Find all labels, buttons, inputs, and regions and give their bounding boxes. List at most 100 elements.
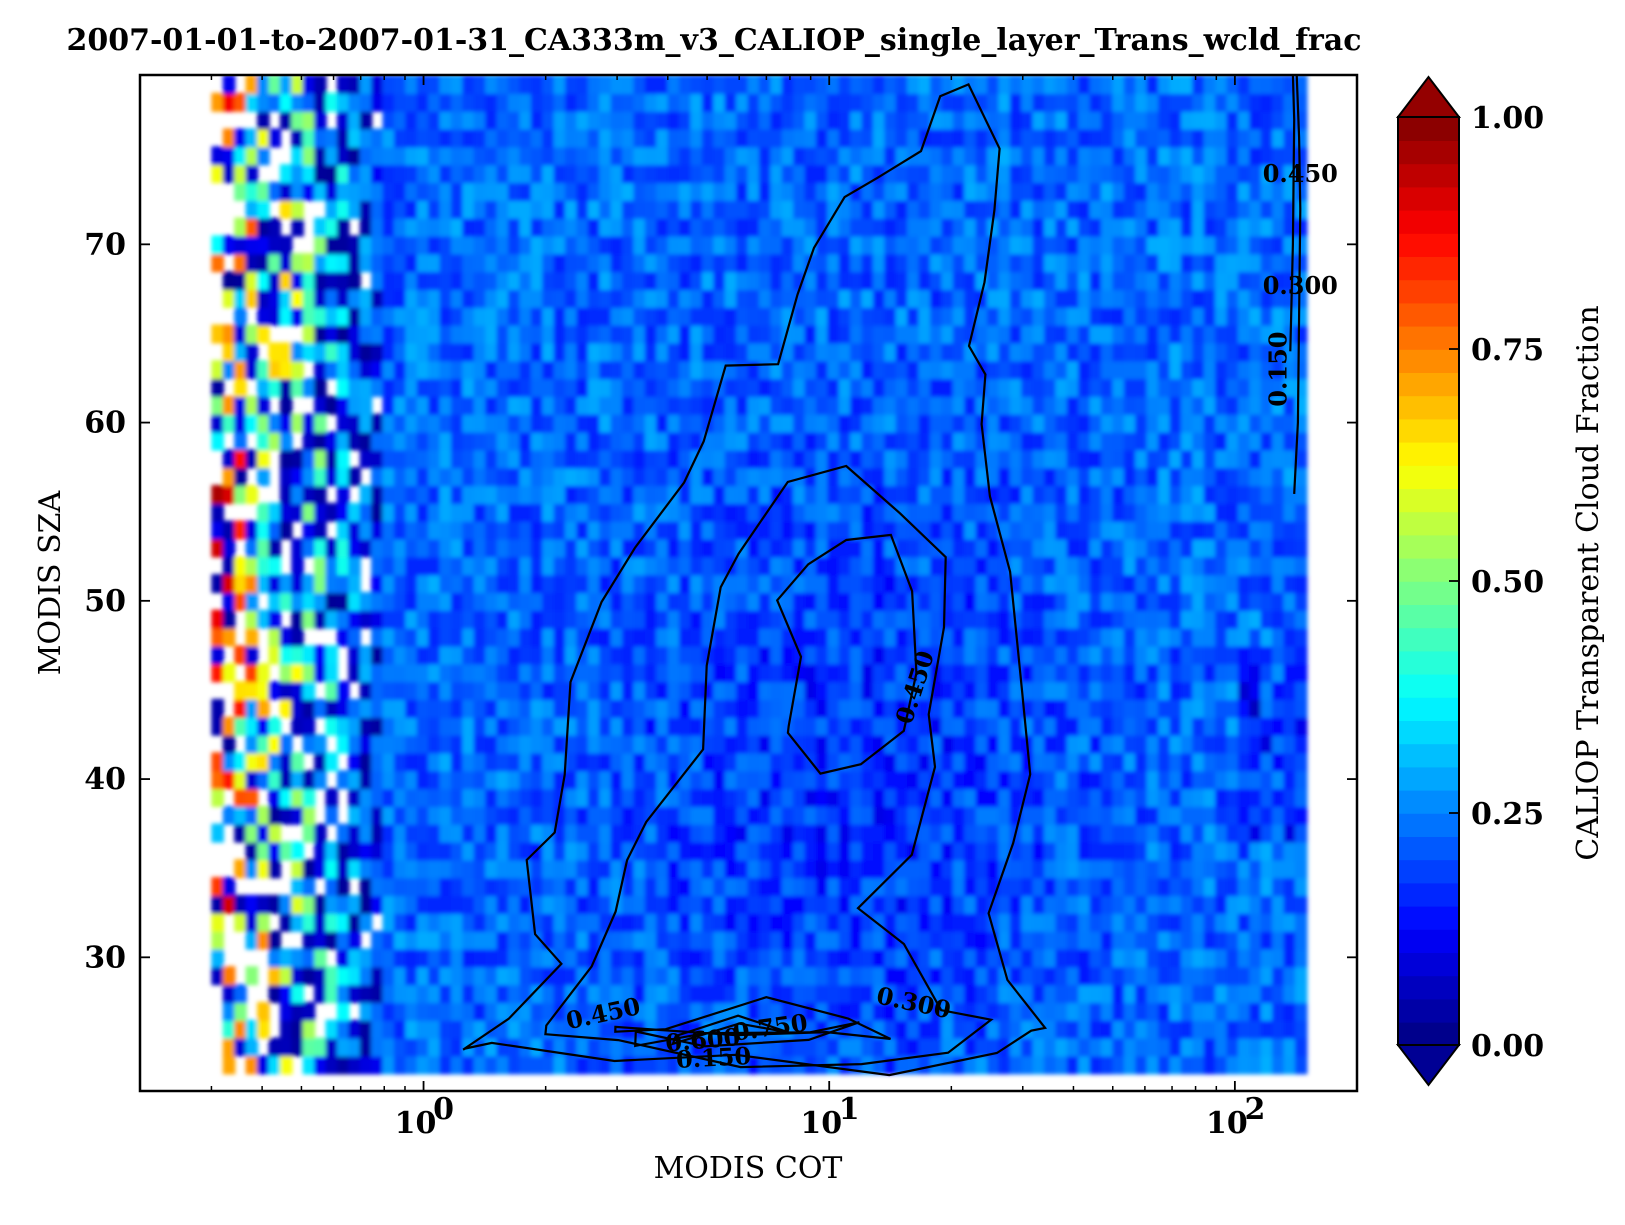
heatmap-cell: [485, 1055, 498, 1075]
heatmap-cell: [1158, 395, 1171, 415]
heatmap-cell: [1055, 520, 1068, 540]
heatmap-cell: [1044, 1001, 1057, 1021]
heatmap-cell: [1294, 752, 1308, 772]
heatmap-cell: [257, 734, 270, 754]
heatmap-cell: [268, 948, 282, 968]
heatmap-cell: [279, 235, 293, 255]
heatmap-cell: [1101, 467, 1114, 487]
heatmap-cell: [1146, 805, 1160, 825]
heatmap-cell: [1089, 128, 1103, 148]
heatmap-cell: [872, 627, 886, 647]
heatmap-cell: [553, 912, 567, 932]
heatmap-cell: [1226, 502, 1240, 522]
heatmap-cell: [975, 485, 989, 504]
heatmap-cell: [439, 948, 453, 968]
heatmap-cell: [724, 823, 738, 843]
heatmap-cell: [1226, 378, 1240, 397]
heatmap-cell: [793, 1037, 806, 1057]
heatmap-cell: [1146, 1037, 1160, 1057]
heatmap-cell: [462, 538, 475, 558]
heatmap-cell: [245, 181, 259, 201]
heatmap-cell: [439, 591, 453, 611]
heatmap-cell: [1237, 930, 1251, 950]
heatmap-cell: [473, 663, 487, 683]
heatmap-cell: [850, 948, 863, 968]
heatmap-cell: [268, 360, 282, 380]
heatmap-cell: [1283, 788, 1297, 807]
heatmap-cell: [1044, 164, 1057, 184]
heatmap-cell: [644, 681, 658, 700]
heatmap-cell: [690, 609, 703, 629]
heatmap-cell: [245, 395, 259, 415]
heatmap-cell: [450, 1001, 464, 1021]
heatmap-cell: [907, 770, 920, 790]
heatmap-cell: [804, 681, 818, 700]
heatmap-cell: [781, 859, 795, 879]
heatmap-cell: [1226, 912, 1240, 932]
heatmap-cell: [325, 199, 339, 219]
heatmap-cell: [371, 645, 384, 665]
heatmap-cell: [952, 734, 966, 754]
heatmap-cell: [736, 306, 749, 326]
heatmap-cell: [770, 128, 783, 148]
heatmap-cell: [1226, 734, 1240, 754]
heatmap-cell: [530, 752, 544, 772]
heatmap-cell: [1055, 538, 1068, 558]
heatmap-cell: [815, 485, 829, 504]
heatmap-cell: [1055, 859, 1068, 879]
heatmap-cell: [804, 378, 818, 397]
heatmap-cell: [758, 877, 772, 897]
heatmap-cell: [279, 378, 293, 397]
heatmap-cell: [450, 681, 464, 700]
heatmap-cell: [1180, 788, 1194, 807]
heatmap-cell: [667, 716, 681, 736]
heatmap-cell: [975, 698, 989, 718]
heatmap-cell: [462, 1001, 475, 1021]
heatmap-cell: [496, 502, 510, 522]
heatmap-cell: [439, 413, 453, 433]
heatmap-cell: [234, 253, 247, 273]
heatmap-cell: [1215, 556, 1228, 576]
heatmap-cell: [827, 574, 840, 594]
heatmap-cell: [1237, 948, 1251, 968]
heatmap-cell: [1101, 520, 1114, 540]
heatmap-cell: [1192, 288, 1205, 308]
heatmap-cell: [302, 306, 316, 326]
heatmap-cell: [1283, 823, 1297, 843]
heatmap-cell: [508, 235, 521, 255]
heatmap-cell: [930, 181, 943, 201]
heatmap-cell: [428, 645, 441, 665]
heatmap-cell: [679, 235, 692, 255]
heatmap-cell: [713, 716, 726, 736]
heatmap-cell: [496, 485, 510, 504]
heatmap-cell: [1283, 485, 1297, 504]
heatmap-cell: [838, 288, 852, 308]
heatmap-cell: [736, 431, 749, 451]
heatmap-cell: [964, 449, 977, 469]
heatmap-cell: [245, 645, 259, 665]
heatmap-cell: [872, 930, 886, 950]
heatmap-cell: [975, 181, 989, 201]
heatmap-cell: [1158, 449, 1171, 469]
heatmap-cell: [1055, 271, 1068, 291]
heatmap-cell: [770, 752, 783, 772]
heatmap-cell: [1135, 966, 1148, 986]
heatmap-cell: [1192, 698, 1205, 718]
heatmap-cell: [690, 324, 703, 344]
heatmap-cell: [633, 841, 646, 861]
heatmap-cell: [1249, 823, 1262, 843]
heatmap-cell: [279, 574, 293, 594]
heatmap-cell: [1158, 627, 1171, 647]
heatmap-cell: [1066, 502, 1080, 522]
heatmap-cell: [1032, 128, 1046, 148]
heatmap-cell: [804, 984, 818, 1004]
heatmap-cell: [496, 770, 510, 790]
heatmap-cell: [599, 681, 612, 700]
heatmap-cell: [656, 288, 669, 308]
heatmap-cell: [610, 395, 624, 415]
heatmap-cell: [736, 591, 749, 611]
heatmap-cell: [485, 324, 498, 344]
heatmap-cell: [473, 984, 487, 1004]
heatmap-cell: [964, 681, 977, 700]
heatmap-cell: [804, 948, 818, 968]
